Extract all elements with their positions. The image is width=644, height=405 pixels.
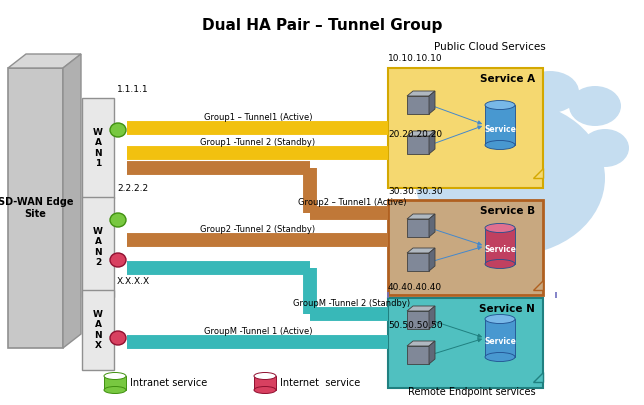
Polygon shape [8, 54, 81, 68]
Text: W
A
N
2: W A N 2 [93, 227, 103, 267]
Ellipse shape [110, 331, 126, 345]
FancyBboxPatch shape [407, 219, 429, 237]
Polygon shape [429, 131, 435, 154]
FancyBboxPatch shape [82, 98, 114, 198]
Ellipse shape [254, 386, 276, 394]
Polygon shape [429, 91, 435, 114]
Text: Group1 – Tunnel1 (Active): Group1 – Tunnel1 (Active) [204, 113, 312, 122]
Ellipse shape [485, 260, 515, 269]
Ellipse shape [420, 85, 480, 127]
Ellipse shape [110, 123, 126, 137]
Text: GroupM -Tunnel 2 (Standby): GroupM -Tunnel 2 (Standby) [294, 299, 411, 308]
Text: 1.1.1.1: 1.1.1.1 [117, 85, 149, 94]
Text: Remote Endpoint services: Remote Endpoint services [408, 387, 536, 397]
Ellipse shape [485, 141, 515, 149]
Ellipse shape [485, 315, 515, 324]
Text: Service: Service [484, 126, 516, 134]
Polygon shape [429, 306, 435, 329]
FancyBboxPatch shape [407, 311, 429, 329]
FancyBboxPatch shape [485, 319, 515, 357]
Ellipse shape [569, 86, 621, 126]
FancyBboxPatch shape [388, 200, 543, 295]
FancyBboxPatch shape [8, 68, 63, 348]
FancyBboxPatch shape [104, 376, 126, 390]
Polygon shape [407, 131, 435, 136]
Text: Service N: Service N [479, 304, 535, 314]
Text: 10.10.10.10: 10.10.10.10 [388, 54, 442, 63]
Polygon shape [63, 54, 81, 348]
Polygon shape [533, 372, 543, 382]
Text: GroupM -Tunnel 1 (Active): GroupM -Tunnel 1 (Active) [204, 327, 312, 336]
Ellipse shape [110, 253, 126, 267]
Text: 2.2.2.2: 2.2.2.2 [117, 184, 148, 193]
Polygon shape [407, 91, 435, 96]
FancyBboxPatch shape [485, 228, 515, 264]
Ellipse shape [485, 352, 515, 362]
Polygon shape [407, 306, 435, 311]
Polygon shape [533, 280, 543, 290]
FancyBboxPatch shape [82, 197, 114, 297]
Ellipse shape [581, 129, 629, 167]
FancyBboxPatch shape [407, 346, 429, 364]
Text: 50.50.50.50: 50.50.50.50 [388, 321, 442, 330]
FancyBboxPatch shape [407, 96, 429, 114]
Polygon shape [429, 248, 435, 271]
Ellipse shape [104, 373, 126, 379]
Ellipse shape [104, 386, 126, 394]
Text: 40.40.40.40: 40.40.40.40 [388, 283, 442, 292]
Text: Internet  service: Internet service [280, 378, 360, 388]
Ellipse shape [415, 100, 605, 256]
Text: Service B: Service B [480, 206, 535, 216]
Ellipse shape [254, 373, 276, 379]
Polygon shape [533, 168, 543, 178]
FancyBboxPatch shape [82, 290, 114, 370]
Polygon shape [429, 341, 435, 364]
Text: W
A
N
X: W A N X [93, 310, 103, 350]
Polygon shape [407, 341, 435, 346]
Ellipse shape [468, 70, 522, 110]
Text: 30.30.30.30: 30.30.30.30 [388, 187, 442, 196]
Text: Intranet service: Intranet service [130, 378, 207, 388]
Text: Service A: Service A [480, 74, 535, 84]
Ellipse shape [110, 213, 126, 227]
Polygon shape [407, 248, 435, 253]
FancyBboxPatch shape [388, 68, 543, 188]
Text: SD-WAN Edge
Site: SD-WAN Edge Site [0, 197, 73, 219]
Ellipse shape [485, 100, 515, 109]
Text: W
A
N
1: W A N 1 [93, 128, 103, 168]
Polygon shape [429, 214, 435, 237]
Text: Service: Service [484, 337, 516, 347]
Text: Group2 -Tunnel 2 (Standby): Group2 -Tunnel 2 (Standby) [200, 225, 316, 234]
Ellipse shape [396, 129, 444, 167]
Text: Dual HA Pair – Tunnel Group: Dual HA Pair – Tunnel Group [202, 18, 442, 33]
FancyBboxPatch shape [388, 298, 543, 388]
Text: Group2 – Tunnel1 (Active): Group2 – Tunnel1 (Active) [298, 198, 406, 207]
Text: Group1 -Tunnel 2 (Standby): Group1 -Tunnel 2 (Standby) [200, 138, 316, 147]
Text: 20.20.20.20: 20.20.20.20 [388, 130, 442, 139]
FancyBboxPatch shape [485, 105, 515, 145]
Text: Service: Service [484, 245, 516, 254]
FancyBboxPatch shape [254, 376, 276, 390]
Polygon shape [407, 214, 435, 219]
Ellipse shape [485, 224, 515, 232]
Text: Public Cloud Services: Public Cloud Services [434, 42, 546, 52]
Text: X.X.X.X: X.X.X.X [117, 277, 150, 286]
Ellipse shape [521, 71, 579, 113]
FancyBboxPatch shape [407, 253, 429, 271]
FancyBboxPatch shape [407, 136, 429, 154]
